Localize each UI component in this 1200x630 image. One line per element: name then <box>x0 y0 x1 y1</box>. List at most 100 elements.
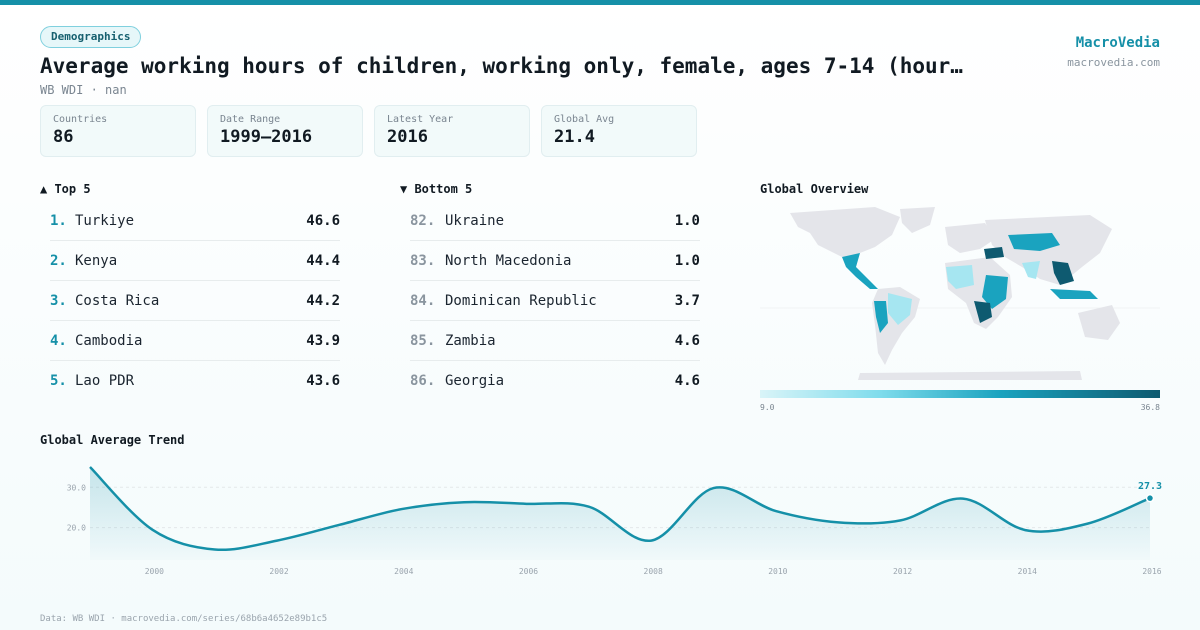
country-name: Cambodia <box>75 332 143 349</box>
region-east-africa <box>982 275 1008 309</box>
color-scale-bar <box>760 390 1160 398</box>
land-australia <box>1078 305 1120 340</box>
country-value: 44.4 <box>306 252 340 269</box>
x-tick-label: 2016 <box>1142 567 1161 576</box>
page-subtitle: WB WDI · nan <box>40 83 127 97</box>
last-point-marker[interactable] <box>1145 493 1155 503</box>
stat-label: Date Range <box>220 114 281 125</box>
stat-card-date-range: Date Range 1999–2016 <box>207 105 363 157</box>
country-value: 43.9 <box>306 332 340 349</box>
rank: 84. <box>410 292 436 309</box>
rank: 2. <box>50 252 67 269</box>
country-value: 4.6 <box>674 332 700 349</box>
x-tick-label: 2004 <box>394 567 413 576</box>
country-name: Lao PDR <box>75 373 135 389</box>
x-tick-label: 2014 <box>1018 567 1037 576</box>
rank: 3. <box>50 292 67 309</box>
country-name: Zambia <box>445 332 496 349</box>
brand-logo[interactable]: MacroVedia <box>1075 35 1160 51</box>
x-tick-label: 2002 <box>269 567 288 576</box>
bottom5-heading: ▼ Bottom 5 <box>400 182 473 196</box>
stat-label: Global Avg <box>554 114 615 125</box>
region-brazil <box>888 293 912 325</box>
x-tick-label: 2000 <box>145 567 164 576</box>
trend-area <box>90 467 1150 560</box>
stat-label: Latest Year <box>387 114 454 125</box>
rank: 82. <box>410 212 436 229</box>
stat-card-countries: Countries 86 <box>40 105 196 157</box>
bottom5-list: 82. Ukraine 1.0 83. North Macedonia 1.0 84. D… <box>410 201 700 401</box>
rank: 4. <box>50 332 67 349</box>
trend-line <box>89 466 1151 552</box>
country-name: North Macedonia <box>445 252 572 269</box>
top5-list: 1. Turkiye 46.6 2. Kenya 44.4 3. Costa Rica 44… <box>50 201 340 401</box>
country-name: Costa Rica <box>75 292 160 309</box>
page-title: Average working hours of children, worki… <box>40 54 963 78</box>
stat-card-latest-year: Latest Year 2016 <box>374 105 530 157</box>
country-name: Georgia <box>445 373 505 389</box>
country-value: 1.0 <box>674 212 700 229</box>
stat-value: 86 <box>53 127 74 147</box>
region-central-asia <box>1008 233 1060 251</box>
region-southeast-asia <box>1052 261 1074 285</box>
x-tick-label: 2006 <box>519 567 538 576</box>
list-item[interactable]: 86. Georgia 4.6 <box>410 361 700 401</box>
stat-value: 21.4 <box>554 127 595 147</box>
stat-label: Countries <box>53 114 108 125</box>
stat-card-global-avg: Global Avg 21.4 <box>541 105 697 157</box>
last-value-label: 27.3 <box>1138 481 1162 492</box>
land-greenland <box>900 207 935 233</box>
region-south-asia <box>1022 261 1040 279</box>
x-tick-label: 2008 <box>644 567 663 576</box>
country-value: 43.6 <box>306 373 340 389</box>
list-item[interactable]: 82. Ukraine 1.0 <box>410 201 700 241</box>
y-tick-label: 20.0 <box>67 524 86 533</box>
list-item[interactable]: 85. Zambia 4.6 <box>410 321 700 361</box>
country-name: Kenya <box>75 252 118 269</box>
legend-max-label: 36.8 <box>1140 403 1160 412</box>
legend-min-label: 9.0 <box>760 403 775 412</box>
region-andes <box>874 301 888 333</box>
land-asia <box>985 215 1112 285</box>
land-indonesia <box>1050 289 1098 299</box>
source-footer: Data: WB WDI · macrovedia.com/series/68b… <box>40 614 328 624</box>
country-value: 46.6 <box>306 212 340 229</box>
rank: 5. <box>50 373 67 389</box>
country-value: 1.0 <box>674 252 700 269</box>
global-trend-chart[interactable]: 20.0 30.0 2000 2002 2004 2006 2008 2010 2012 2014… <box>40 455 1170 585</box>
stat-value: 2016 <box>387 127 428 147</box>
country-name: Turkiye <box>75 212 135 229</box>
country-name: Dominican Republic <box>445 292 597 309</box>
brand-url[interactable]: macrovedia.com <box>1067 56 1160 69</box>
list-item[interactable]: 1. Turkiye 46.6 <box>50 201 340 241</box>
list-item[interactable]: 83. North Macedonia 1.0 <box>410 241 700 281</box>
category-tag[interactable]: Demographics <box>40 26 142 48</box>
world-choropleth-map[interactable] <box>760 205 1160 380</box>
x-tick-label: 2010 <box>768 567 787 576</box>
list-item[interactable]: 5. Lao PDR 43.6 <box>50 361 340 401</box>
region-turkiye <box>984 247 1004 259</box>
map-heading: Global Overview <box>760 182 869 196</box>
country-name: Ukraine <box>445 212 505 229</box>
x-tick-label: 2012 <box>893 567 912 576</box>
land-central-america <box>842 253 878 289</box>
list-item[interactable]: 2. Kenya 44.4 <box>50 241 340 281</box>
country-value: 3.7 <box>674 292 700 309</box>
region-southern-africa <box>974 301 992 323</box>
land-north-america <box>790 207 900 265</box>
list-item[interactable]: 4. Cambodia 43.9 <box>50 321 340 361</box>
y-tick-label: 30.0 <box>67 483 86 492</box>
list-item[interactable]: 84. Dominican Republic 3.7 <box>410 281 700 321</box>
region-west-africa <box>946 265 974 289</box>
trend-heading: Global Average Trend <box>40 433 185 447</box>
land-europe <box>945 223 995 253</box>
rank: 83. <box>410 252 436 269</box>
top-accent-bar <box>0 0 1200 5</box>
stat-value: 1999–2016 <box>220 127 313 147</box>
list-item[interactable]: 3. Costa Rica 44.2 <box>50 281 340 321</box>
top5-heading: ▲ Top 5 <box>40 182 91 196</box>
land-antarctica <box>858 371 1082 380</box>
rank: 86. <box>410 373 436 389</box>
rank: 1. <box>50 212 67 229</box>
rank: 85. <box>410 332 436 349</box>
